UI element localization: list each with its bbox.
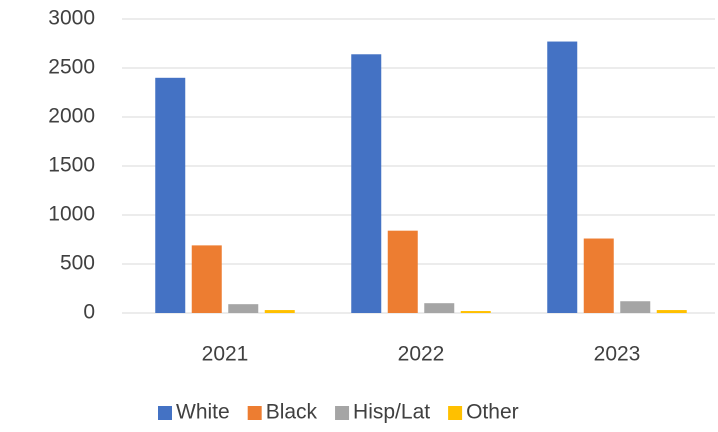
bar [155, 77, 186, 313]
x-tick-label: 2021 [202, 343, 249, 366]
bar [547, 41, 578, 313]
bar [424, 303, 455, 313]
legend-label: Black [266, 401, 318, 424]
bar [191, 245, 222, 313]
y-tick-label: 2500 [48, 56, 95, 79]
y-tick-label: 0 [83, 301, 95, 324]
bar [228, 304, 259, 313]
bar [656, 310, 687, 313]
legend-swatch [335, 406, 350, 420]
legend-swatch [247, 406, 262, 420]
bar [264, 310, 295, 313]
legend-label: Hisp/Lat [353, 401, 430, 424]
y-tick-label: 2000 [48, 105, 95, 128]
x-tick-label: 2022 [398, 343, 445, 366]
legend-swatch [158, 406, 172, 420]
bar [387, 230, 418, 313]
legend-swatch [448, 406, 463, 420]
bar [583, 238, 614, 313]
y-tick-label: 500 [60, 252, 95, 275]
bar [620, 301, 651, 313]
bar [351, 54, 382, 313]
y-tick-label: 1500 [48, 154, 95, 177]
legend-label: White [176, 401, 230, 424]
bar [460, 311, 491, 313]
legend-label: Other [466, 401, 519, 424]
y-tick-label: 3000 [48, 7, 95, 30]
x-tick-label: 2023 [594, 343, 641, 366]
y-tick-label: 1000 [48, 203, 95, 226]
